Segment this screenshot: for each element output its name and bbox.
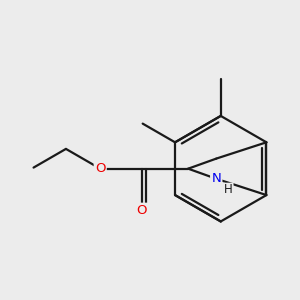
- Text: O: O: [95, 162, 106, 175]
- Text: O: O: [137, 204, 147, 217]
- Text: N: N: [212, 172, 221, 185]
- Text: H: H: [224, 183, 233, 196]
